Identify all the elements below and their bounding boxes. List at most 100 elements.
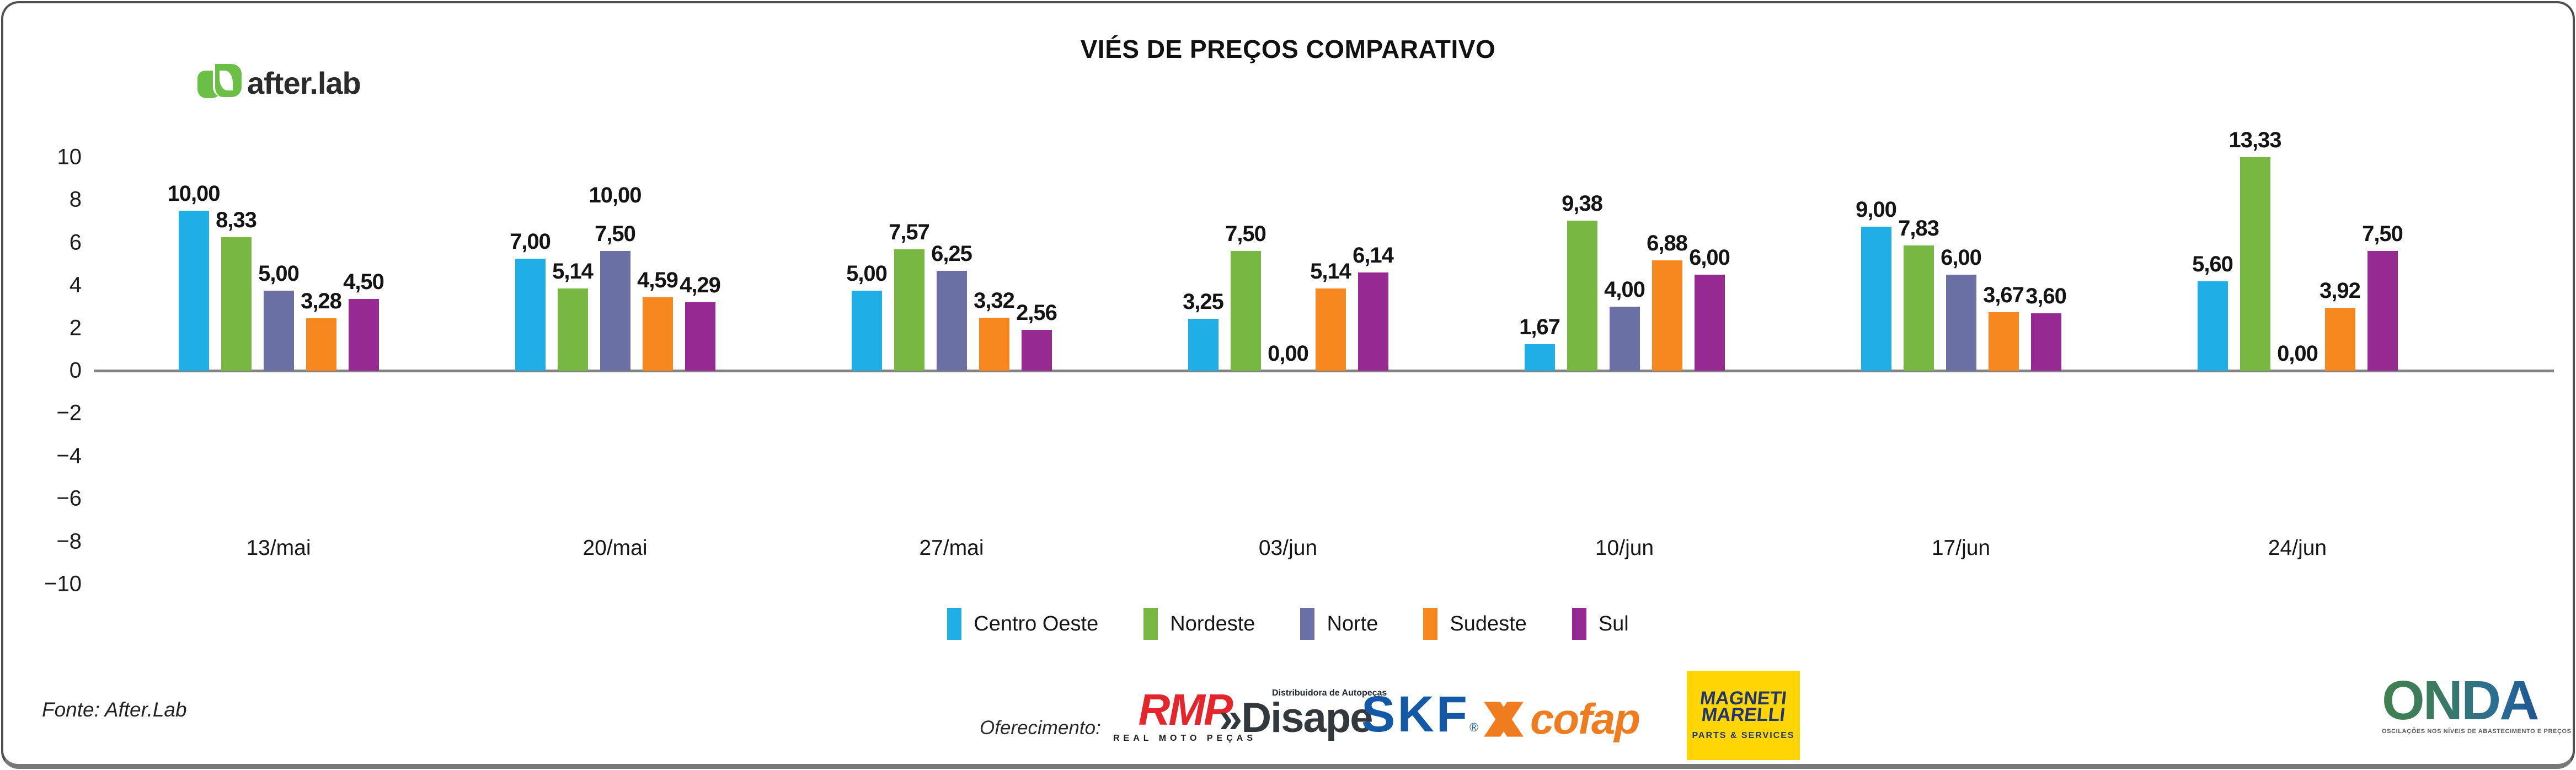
cofap-logo-text: cofap [1530,694,1640,743]
legend: Centro Oeste Nordeste Norte Sudeste Sul [0,608,2576,640]
bar-value-label: 6,14 [1353,243,1394,268]
bar-group-20-mai: 7,00 5,14 7,50 10,00 4,59 4,29 [447,157,783,371]
bar-value-label: 1,67 [1519,314,1560,339]
y-axis-tick-2: 2 [69,316,82,340]
bar-sul-13-mai: 4,50 [343,270,384,371]
bar-nordeste-17-jun: 7,83 [1898,216,1939,371]
registered-mark-icon: ® [1469,720,1479,734]
bar-value-label: 4,50 [343,269,384,294]
category-label-10-jun: 10/jun [1595,536,1654,560]
afterlab-logo-text: after.lab [247,65,361,100]
legend-swatch-norte [1300,608,1315,640]
x-axis-baseline [94,370,2554,372]
bar-norte-17-jun: 6,00 [1941,245,1982,371]
bar-sudeste-17-jun: 3,67 [1983,283,2024,371]
bar-value-label: 5,00 [846,261,888,286]
bar-value-label: 2,56 [1016,300,1057,325]
legend-item-nordeste: Nordeste [1143,608,1255,640]
y-axis-tick-8: 8 [69,187,82,212]
bar-nordeste-03-jun: 7,50 [1225,222,1266,371]
bar-value-label: 8,33 [216,208,257,233]
magneti-logo-subtext: PARTS & SERVICES [1692,731,1795,740]
offering-label: Oferecimento: [980,717,1101,739]
disape-logo-text: »Disape [1219,694,1373,741]
bar-centro-oeste-27-mai: 5,00 [846,261,888,371]
cofap-x-icon [1484,701,1524,737]
legend-item-centro-oeste: Centro Oeste [947,608,1098,640]
bar-sul-03-jun: 6,14 [1353,243,1394,371]
legend-swatch-nordeste [1143,608,1158,640]
bar-extra-value-label: 10,00 [589,183,642,207]
y-axis-tick-6: 6 [69,230,82,255]
bar-value-label: 4,00 [1604,277,1645,302]
onda-logo: ONDA OSCILAÇÕES NOS NÍVEIS DE ABASTECIME… [2382,673,2572,735]
bar-value-label: 7,50 [595,221,636,246]
bar-sudeste-13-mai: 3,28 [301,289,342,371]
bar-value-label: 7,83 [1898,216,1939,240]
y-axis-tick-10: 10 [57,145,82,169]
rmp-logo-text: RMP [1138,685,1233,734]
bar-sul-20-mai: 4,29 [680,273,721,371]
legend-swatch-sul [1572,608,1586,640]
legend-label: Sudeste [1450,612,1527,635]
bar-value-label: 6,00 [1941,245,1982,270]
bar-nordeste-10-jun: 9,38 [1562,191,1603,371]
disape-chevrons-icon: » [1219,694,1242,741]
bar-group-13-mai: 10,00 8,33 5,00 3,28 4,50 [110,157,447,371]
bar-group-17-jun: 9,00 7,83 6,00 3,67 3,60 [1793,157,2129,371]
bar-sudeste-03-jun: 5,14 [1310,259,1351,371]
bar-value-label: 3,28 [301,288,342,313]
sponsor-logo-magneti-marelli: MAGNETI MARELLI PARTS & SERVICES [1687,671,1800,760]
y-axis-tick-0: 0 [69,358,82,383]
bar-value-label: 5,00 [258,261,300,286]
bar-centro-oeste-24-jun: 5,60 [2192,252,2233,371]
bar-value-label: 7,50 [2362,221,2403,246]
bar-value-label: 5,60 [2192,252,2233,276]
bar-group-03-jun: 3,25 7,50 0,00 5,14 6,14 [1120,157,1456,371]
disape-logo-subtext: Distribuidora de Autopeças [1272,688,1387,698]
bar-value-label: 4,59 [637,268,678,292]
bar-sudeste-27-mai: 3,32 [974,288,1015,371]
bar-value-label: 3,32 [974,288,1015,313]
legend-label: Nordeste [1170,612,1255,635]
bar-group-27-mai: 5,00 7,57 6,25 3,32 2,56 [783,157,1120,371]
bar-centro-oeste-10-jun: 1,67 [1519,315,1560,371]
bar-value-label: 9,38 [1562,191,1603,216]
bar-centro-oeste-03-jun: 3,25 [1183,290,1224,371]
bar-value-label: 6,00 [1689,245,1730,270]
afterlab-leaf-icon [197,64,242,101]
bar-nordeste-27-mai: 7,57 [889,220,930,371]
onda-logo-caption: OSCILAÇÕES NOS NÍVEIS DE ABASTECIMENTO E… [2382,728,2572,735]
y-axis-tick--2: −2 [56,400,82,425]
category-label-13-mai: 13/mai [246,536,311,560]
bar-nordeste-24-jun: 13,33 [2228,128,2282,371]
category-label-03-jun: 03/jun [1258,536,1318,560]
bar-value-label: 13,33 [2228,128,2281,153]
bar-value-label: 7,57 [889,220,930,245]
bar-centro-oeste-13-mai: 10,00 [167,181,221,371]
bar-value-label: 6,25 [931,241,972,266]
bar-sul-17-jun: 3,60 [2025,284,2067,371]
y-axis-tick--6: −6 [56,486,82,511]
bar-value-label: 3,92 [2320,279,2361,303]
category-label-17-jun: 17/jun [1931,536,1991,560]
bar-norte-27-mai: 6,25 [931,242,972,371]
source-note: Fonte: After.Lab [42,698,187,721]
sponsor-logo-cofap: cofap [1483,694,1640,744]
bar-value-label: 6,88 [1647,231,1688,256]
bar-norte-20-mai: 7,50 10,00 [589,183,642,371]
afterlab-logo: after.lab [197,64,361,101]
legend-item-norte: Norte [1300,608,1378,640]
bar-value-label: 0,00 [1268,341,1309,366]
y-axis-tick--4: −4 [56,443,82,468]
bar-centro-oeste-17-jun: 9,00 [1856,197,1897,371]
bar-value-label: 5,14 [552,259,594,284]
skf-logo-text: SKF [1361,686,1469,742]
bar-sul-24-jun: 7,50 [2362,222,2403,371]
bar-group-10-jun: 1,67 9,38 4,00 6,88 6,00 [1456,157,1793,371]
y-axis-tick--8: −8 [56,529,82,554]
chart-title: VIÉS DE PREÇOS COMPARATIVO [1080,35,1496,63]
bar-groups: 10,00 8,33 5,00 3,28 4,50 7,00 5,14 7,50 10,00 4,… [110,128,2466,371]
bar-value-label: 7,50 [1225,221,1266,246]
